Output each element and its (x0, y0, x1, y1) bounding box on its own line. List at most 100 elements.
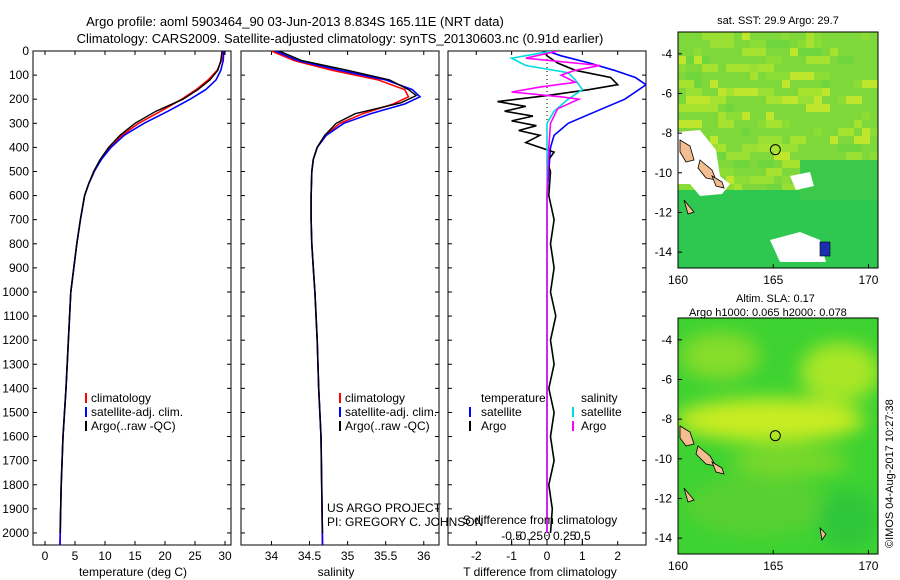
sst-pixel-block (814, 128, 822, 136)
sst-islands (679, 139, 831, 257)
sla-map-field (678, 318, 878, 554)
sst-pixel-block (806, 72, 830, 80)
sst-pixel-block (710, 136, 718, 144)
difference-profile-xtick-label--1: -1 (506, 549, 517, 563)
sla-mid-north (680, 332, 760, 380)
sla-map-lat-label--8: -8 (661, 412, 672, 426)
difference-profile-xtick-label-0: 0 (544, 549, 551, 563)
sst-argo-location-marker (769, 144, 781, 156)
temperature-profile-series-satellite (59, 51, 225, 545)
s-difference-tick-label--0.25: -0.25 (516, 529, 544, 543)
sst-pixel-block (814, 32, 822, 40)
legend-salinity-header: salinity (581, 391, 618, 405)
sla-high-east (800, 342, 878, 402)
depth-tick-label-1000: 1000 (2, 285, 29, 299)
depth-tick-label-1500: 1500 (2, 405, 29, 419)
sst-map-field (678, 32, 878, 268)
project-annotation: US ARGO PROJECT (327, 501, 442, 515)
sst-island-1 (679, 139, 695, 163)
sst-pixel-block (782, 160, 806, 168)
sst-pixel-block (734, 88, 758, 96)
salinity-profile-series-satellite (274, 51, 422, 545)
sst-pixel-block (726, 104, 734, 112)
sst-pixel-block (766, 168, 782, 176)
t-difference-xlabel: T difference from climatology (463, 565, 617, 579)
depth-axis: 0 100 200 300 400 500 600 700 800 900 1000 1100 1200… (2, 44, 231, 540)
temperature-profile-xtick-label-15: 15 (128, 549, 142, 563)
sst-cloud-south (770, 232, 826, 262)
depth-tick-label-300: 300 (9, 116, 29, 130)
temperature-profile-xtick-label-0: 0 (42, 549, 49, 563)
temperature-panel: 0100200300400500600700800900100011001200… (2, 44, 232, 579)
depth-tick-label-1300: 1300 (2, 357, 29, 371)
sst-pixel-block (830, 48, 838, 56)
sst-pixel-block (782, 184, 798, 192)
depth-tick-label-1400: 1400 (2, 381, 29, 395)
sst-pixel-block (806, 104, 830, 112)
s-difference-tick-label-0.25: 0.25 (553, 529, 577, 543)
sst-pixel-block (726, 184, 734, 192)
sst-map-panel: sat. SST: 29.9 Argo: 29.7 16 (655, 15, 879, 287)
sst-map-lat-label--4: -4 (661, 47, 672, 61)
sst-pixel-block (790, 136, 806, 144)
sla-map-ticks: 160 165 170 -4 -6 -8 -10 -12 -14 (655, 333, 879, 573)
sst-pixel-block (822, 104, 830, 112)
temperature-legend-climatology: climatology (91, 391, 151, 405)
sst-pixel-block (678, 104, 694, 112)
sst-pixel-block (838, 144, 862, 152)
sst-pixel-block (790, 72, 814, 80)
temperature-legend: climatology satellite-adj. clim. Argo(..… (85, 391, 183, 433)
legend-s-argo: Argo (581, 419, 607, 433)
sst-pixel-block (798, 48, 822, 56)
salinity-profile-xtick-label-36: 36 (417, 549, 431, 563)
pi-annotation: PI: GREGORY C. JOHNSON (327, 515, 483, 529)
sst-pixel-block (742, 48, 766, 56)
sst-pixel-block (734, 184, 742, 192)
sla-high-band (678, 398, 865, 442)
depth-tick-label-600: 600 (9, 189, 29, 203)
salinity-series (271, 51, 422, 545)
salinity-axes-frame (240, 50, 440, 546)
sst-pixel-block (710, 152, 726, 160)
title-line-2: Climatology: CARS2009. Satellite-adjuste… (77, 31, 604, 46)
depth-tick-label-1700: 1700 (2, 454, 29, 468)
temperature-profile-xtick-label-30: 30 (218, 549, 232, 563)
sla-map-lon-label-170: 170 (858, 559, 878, 573)
sst-pixel-block (758, 160, 774, 168)
sst-pixel-block (870, 128, 878, 136)
sla-map-lat-label--4: -4 (661, 333, 672, 347)
difference-panel: -2 -1 0 1 2 -0.5-0.25 0 0.250.5 T difference f… (447, 50, 647, 579)
sst-pixel-block (854, 120, 862, 128)
sst-cold-pixel (819, 241, 831, 257)
sst-pixel-block (782, 32, 790, 40)
sst-pixel-block (750, 72, 758, 80)
temperature-xlabel: temperature (deg C) (79, 565, 187, 579)
sst-pixel-block (774, 96, 798, 104)
depth-tick-label-1900: 1900 (2, 502, 29, 516)
sst-pixel-block (838, 128, 854, 136)
sst-pixel-block (854, 136, 870, 144)
sst-pixel-block (686, 96, 710, 104)
legend-s-satellite: satellite (581, 405, 622, 419)
depth-tick-label-900: 900 (9, 261, 29, 275)
sst-pixel-block (838, 96, 846, 104)
sst-pixel-block (686, 72, 702, 80)
sst-pixel-block (870, 152, 878, 160)
difference-profile-series-T-satellite (546, 51, 646, 533)
s-difference-xlabel: S difference from climatology (463, 513, 618, 527)
sst-island-2 (697, 159, 717, 181)
sst-pixel-block (726, 88, 734, 96)
depth-tick-label-1600: 1600 (2, 430, 29, 444)
sst-pixel-block (742, 128, 750, 136)
sst-pixel-block (838, 56, 854, 64)
sla-map-lat-label--14: -14 (655, 531, 673, 545)
sst-pixel-block (854, 80, 862, 88)
sla-map-lon-label-160: 160 (668, 559, 688, 573)
sst-pixel-block (726, 64, 750, 72)
sla-map-title-1: Altim. SLA: 0.17 (736, 293, 815, 305)
salinity-x-axis: 34 34.5 35 35.5 36 (265, 51, 431, 563)
sst-pixel-block (734, 160, 750, 168)
legend-temperature-header: temperature (481, 391, 546, 405)
sst-pixel-block (766, 72, 790, 80)
